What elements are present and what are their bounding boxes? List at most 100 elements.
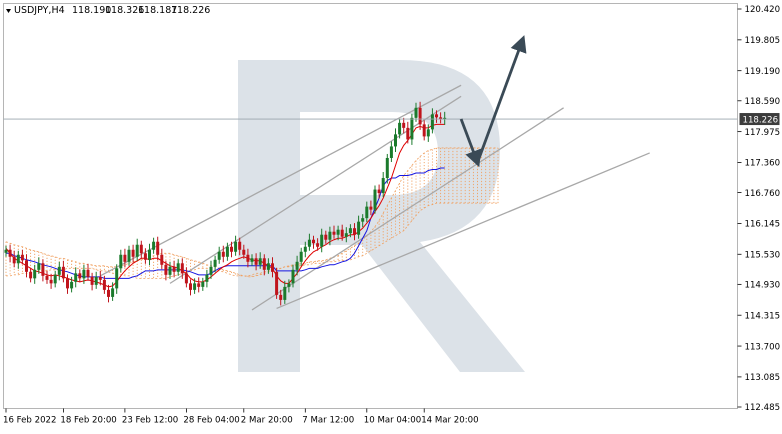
y-tick-label: 118.590 bbox=[745, 97, 781, 107]
candle-body bbox=[353, 228, 356, 235]
y-tick-label: 115.530 bbox=[745, 250, 781, 260]
candle-body bbox=[373, 189, 377, 210]
candle-body bbox=[29, 271, 33, 279]
candle-body bbox=[316, 243, 320, 247]
candle-body bbox=[221, 251, 225, 257]
candle-body bbox=[201, 281, 205, 287]
forecast-arrow-down bbox=[459, 118, 482, 168]
candle-body bbox=[418, 107, 422, 125]
y-tick-label: 112.485 bbox=[745, 403, 781, 413]
candle-body bbox=[66, 278, 69, 289]
candle-body bbox=[287, 283, 291, 287]
candle-body bbox=[4, 249, 8, 253]
candle-body bbox=[312, 239, 315, 244]
candle-body bbox=[189, 283, 192, 290]
candle-body bbox=[385, 157, 389, 179]
candle-body bbox=[164, 264, 168, 275]
candle-body bbox=[148, 249, 151, 260]
candle-body bbox=[328, 231, 332, 240]
candle-body bbox=[262, 258, 266, 270]
ohlc-high: 118.326 bbox=[105, 5, 144, 16]
x-tick-label: 16 Feb 2022 bbox=[3, 416, 56, 426]
candle-body bbox=[90, 276, 94, 285]
candle-body bbox=[361, 218, 365, 222]
candle-body bbox=[20, 254, 24, 261]
candle-body bbox=[217, 251, 221, 260]
candle-body bbox=[357, 221, 361, 235]
forecast-arrow-up bbox=[476, 35, 527, 163]
candle-body bbox=[98, 276, 102, 280]
candle-body bbox=[320, 234, 324, 247]
y-tick-label: 116.145 bbox=[745, 220, 781, 230]
y-tick-label: 114.930 bbox=[745, 281, 781, 291]
candle-body bbox=[238, 241, 242, 250]
x-tick-label: 18 Feb 20:00 bbox=[60, 416, 116, 426]
candle-body bbox=[94, 276, 98, 285]
candle-body bbox=[176, 263, 180, 272]
candle-body bbox=[250, 258, 254, 262]
last-price-label: 118.226 bbox=[743, 115, 779, 125]
dropdown-triangle-icon[interactable] bbox=[6, 9, 11, 13]
candle-body bbox=[57, 266, 61, 275]
candle-body bbox=[49, 279, 53, 284]
ohlc-close: 118.226 bbox=[171, 5, 210, 16]
candle-body bbox=[291, 269, 295, 284]
plot-area bbox=[3, 3, 738, 409]
candle-body bbox=[131, 249, 135, 257]
ohlc-low: 118.187 bbox=[138, 5, 177, 16]
x-tick-label: 2 Mar 20:00 bbox=[241, 416, 293, 426]
channel-lower-line[interactable] bbox=[251, 107, 564, 311]
y-tick-label: 120.420 bbox=[745, 5, 781, 15]
candle-body bbox=[193, 283, 197, 290]
y-tick-label: 119.805 bbox=[745, 36, 781, 46]
channel-upper-line[interactable] bbox=[99, 84, 462, 277]
candle-body bbox=[344, 233, 348, 237]
candle-body bbox=[406, 127, 410, 140]
candle-body bbox=[78, 273, 82, 279]
ohlc-open: 118.190 bbox=[72, 5, 111, 16]
candle-body bbox=[127, 249, 131, 262]
candle-body bbox=[172, 266, 176, 272]
candle-body bbox=[53, 274, 57, 284]
candle-body bbox=[377, 189, 381, 194]
y-tick-label: 113.085 bbox=[745, 373, 781, 383]
candle-body bbox=[336, 229, 340, 235]
candle-body bbox=[430, 114, 434, 130]
candle-body bbox=[340, 229, 344, 237]
candle-body bbox=[119, 254, 123, 269]
candle-body bbox=[402, 122, 406, 128]
candle-body bbox=[115, 268, 119, 289]
candle-body bbox=[324, 234, 328, 240]
candle-body bbox=[41, 263, 45, 276]
x-tick-label: 10 Mar 04:00 bbox=[364, 416, 421, 426]
candle-body bbox=[369, 206, 373, 210]
candle-body bbox=[45, 275, 49, 280]
candle-body bbox=[25, 260, 28, 272]
candle-body bbox=[303, 246, 307, 252]
candle-body bbox=[389, 146, 393, 158]
candle-body bbox=[152, 241, 156, 250]
candle-body bbox=[168, 266, 172, 275]
candle-body bbox=[299, 251, 303, 262]
y-tick-label: 116.760 bbox=[745, 189, 781, 199]
candle-body bbox=[82, 269, 86, 279]
candle-body bbox=[307, 239, 311, 247]
last-price-badge bbox=[739, 113, 780, 126]
candle-body bbox=[234, 241, 238, 252]
candle-body bbox=[123, 254, 127, 262]
candle-body bbox=[258, 258, 262, 265]
chart-header: USDJPY,H4 118.190 118.326 118.187 118.22… bbox=[6, 5, 210, 16]
candle-body bbox=[8, 249, 12, 257]
candle-body bbox=[111, 288, 115, 297]
candle-body bbox=[197, 283, 201, 287]
candle-body bbox=[107, 289, 110, 297]
candle-body bbox=[230, 246, 233, 252]
channel-base-line[interactable] bbox=[276, 152, 650, 310]
candle-body bbox=[410, 117, 414, 140]
x-tick-label: 7 Mar 12:00 bbox=[302, 416, 354, 426]
candle-body bbox=[365, 206, 369, 219]
candle-body bbox=[394, 134, 397, 147]
candle-body bbox=[435, 114, 438, 118]
candle-body bbox=[295, 261, 299, 270]
